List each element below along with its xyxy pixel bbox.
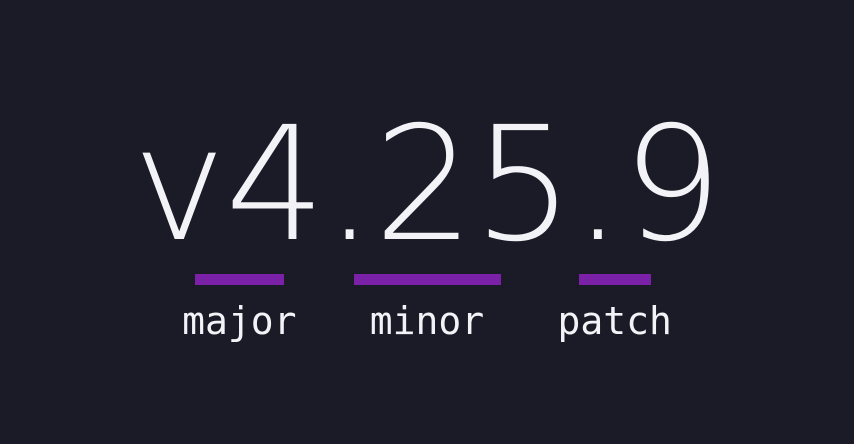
segment-bar-patch [578,274,651,285]
segment-minor: minor [353,274,501,343]
segment-label-minor: minor [369,299,485,343]
version-number-text: v4.25.9 [132,93,722,277]
semver-segment-legend: major minor patch [0,274,854,340]
segment-bar-major [194,274,284,285]
segment-major: major [182,274,297,343]
segment-label-patch: patch [557,299,672,343]
segment-bar-minor [353,274,501,285]
segment-label-major: major [182,299,297,343]
segment-patch: patch [558,274,672,340]
